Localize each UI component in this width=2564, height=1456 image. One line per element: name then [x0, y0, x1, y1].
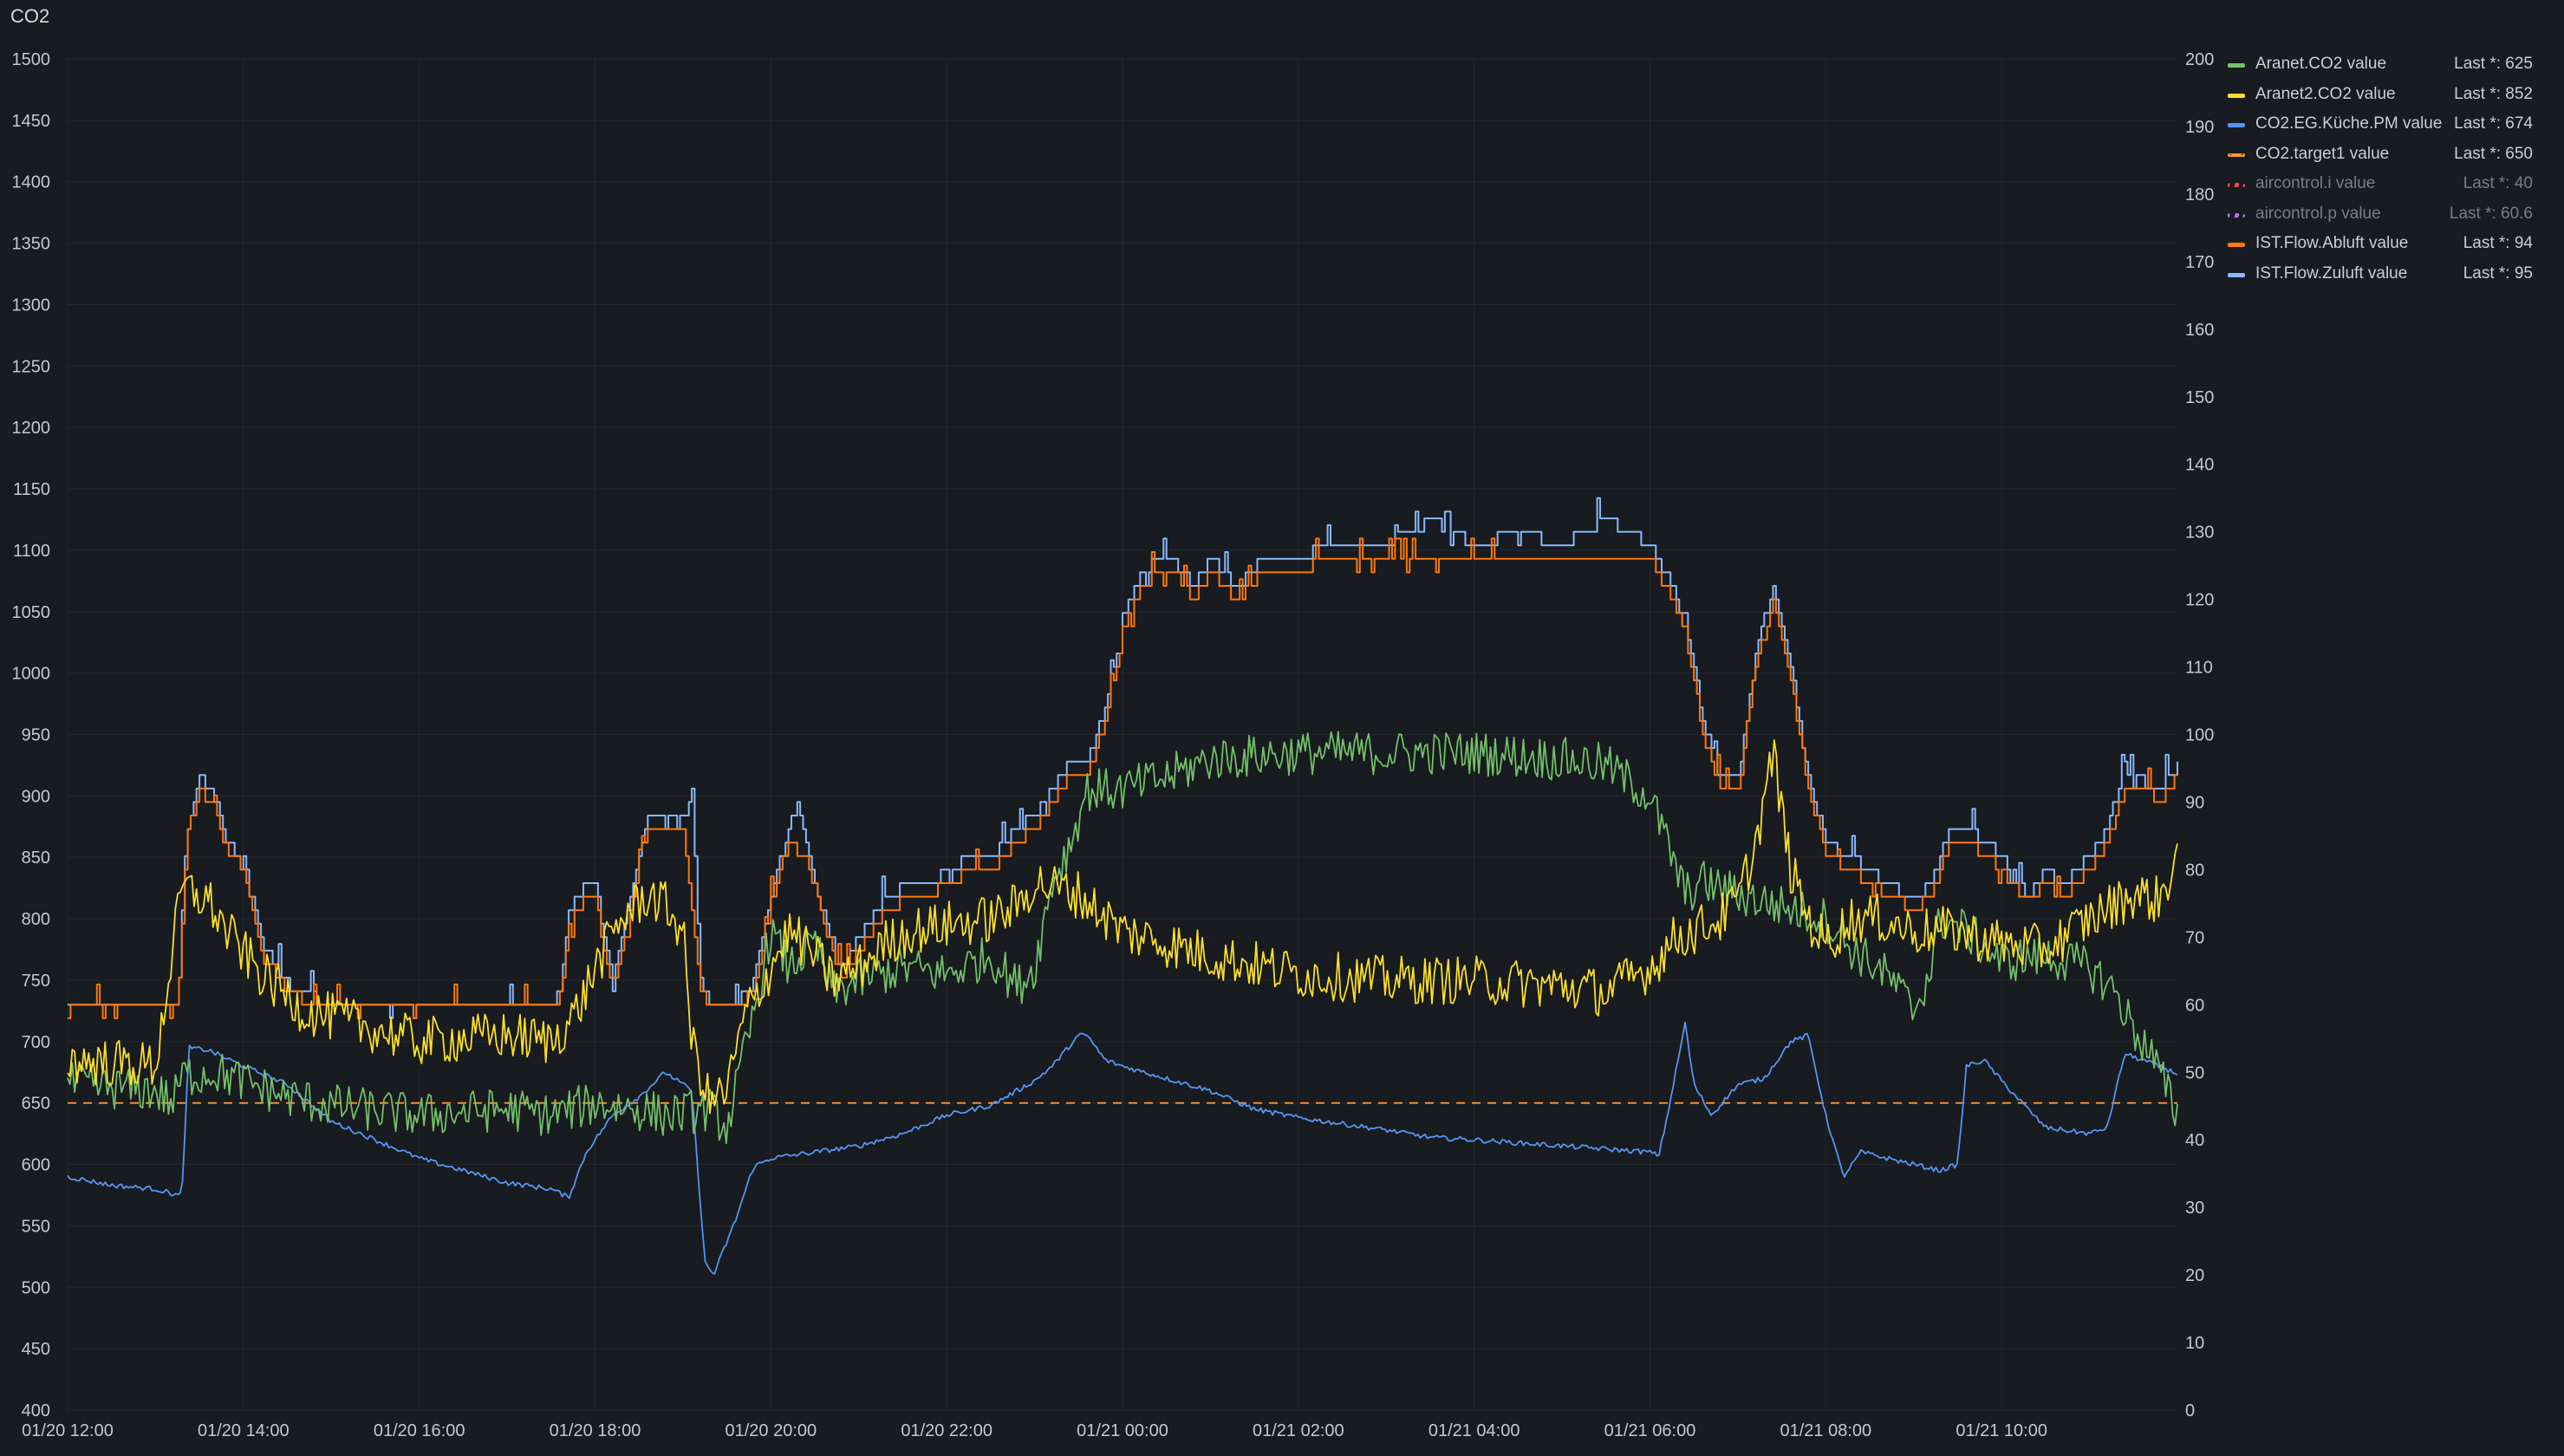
y-left-tick-label: 1050 — [12, 603, 51, 622]
legend-last-value: Last *: 625 — [2454, 55, 2533, 73]
y-left-tick-label: 1000 — [12, 665, 51, 684]
x-tick-label: 01/20 14:00 — [198, 1421, 290, 1440]
y-left-tick-label: 850 — [22, 848, 50, 868]
x-tick-label: 01/21 00:00 — [1077, 1421, 1168, 1440]
panel-title[interactable]: CO2 — [10, 5, 50, 27]
y-left-tick-label: 550 — [22, 1217, 50, 1236]
legend-swatch-icon — [2228, 212, 2245, 218]
legend-swatch-icon — [2228, 63, 2245, 68]
series-line-co2-eg-k-che-pm-value[interactable] — [67, 1021, 2178, 1275]
series-line-aranet2-co2-value[interactable] — [67, 739, 2178, 1115]
y-left-tick-label: 800 — [22, 910, 50, 929]
y-right-tick-label: 100 — [2185, 726, 2214, 745]
y-right-tick-label: 10 — [2185, 1334, 2204, 1353]
legend-swatch-icon — [2228, 123, 2245, 127]
y-left-tick-label: 1250 — [12, 357, 51, 376]
y-right-tick-label: 30 — [2185, 1199, 2204, 1218]
x-tick-label: 01/21 08:00 — [1780, 1421, 1872, 1440]
legend-last-value: Last *: 852 — [2454, 84, 2533, 103]
x-tick-label: 01/21 10:00 — [1956, 1421, 2047, 1440]
legend-series-name: aircontrol.i value — [2255, 174, 2376, 192]
legend-item[interactable]: IST.Flow.Zuluft value Last *: 95 — [2221, 262, 2533, 292]
series-lines — [67, 497, 2178, 1275]
y-left-tick-label: 1400 — [12, 173, 51, 192]
y-right-tick-label: 90 — [2185, 793, 2204, 812]
x-tick-label: 01/21 04:00 — [1428, 1421, 1520, 1440]
y-right-tick-label: 80 — [2185, 861, 2204, 880]
legend-last-value: Last *: 60.6 — [2449, 204, 2533, 223]
y-left-tick-label: 1450 — [12, 112, 51, 131]
y-left-tick-label: 1300 — [12, 296, 51, 315]
y-right-tick-label: 170 — [2185, 253, 2214, 272]
x-tick-label: 01/20 22:00 — [901, 1421, 992, 1440]
y-left-tick-label: 950 — [22, 726, 50, 745]
legend-item[interactable]: aircontrol.p value Last *: 60.6 — [2221, 202, 2533, 232]
legend-swatch-icon — [2228, 183, 2245, 187]
legend-swatch-icon — [2228, 153, 2245, 157]
y-right-tick-label: 140 — [2185, 456, 2214, 475]
y-left-tick-label: 400 — [22, 1401, 50, 1420]
y-left-tick-label: 750 — [22, 972, 50, 991]
y-left-tick-label: 500 — [22, 1278, 50, 1297]
legend-series-name: aircontrol.p value — [2255, 204, 2381, 223]
x-tick-label: 01/21 02:00 — [1253, 1421, 1344, 1440]
y-right-tick-label: 110 — [2185, 659, 2213, 678]
axes: 1500145014001350130012501200115011001050… — [12, 50, 2215, 1440]
x-tick-label: 01/21 06:00 — [1604, 1421, 1696, 1440]
legend-series-name: IST.Flow.Zuluft value — [2255, 263, 2408, 283]
legend-swatch-icon — [2228, 93, 2245, 98]
legend-item[interactable]: CO2.target1 value Last *: 650 — [2221, 142, 2533, 172]
legend-series-name: CO2.target1 value — [2255, 144, 2390, 163]
y-right-tick-label: 20 — [2185, 1266, 2204, 1285]
legend-series-name: IST.Flow.Abluft value — [2255, 234, 2409, 252]
legend-series-name: Aranet2.CO2 value — [2255, 84, 2396, 103]
series-line-aranet-co2-value[interactable] — [67, 731, 2178, 1144]
y-left-tick-label: 1350 — [12, 235, 51, 254]
legend-item[interactable]: IST.Flow.Abluft value Last *: 94 — [2221, 231, 2533, 262]
y-left-tick-label: 1150 — [13, 480, 50, 499]
legend-last-value: Last *: 650 — [2454, 144, 2533, 163]
legend-swatch-icon — [2228, 272, 2245, 277]
legend-last-value: Last *: 40 — [2463, 174, 2533, 192]
series-line-ist-flow-abluft-value[interactable] — [68, 537, 2177, 1019]
legend-last-value: Last *: 674 — [2454, 114, 2533, 133]
y-right-tick-label: 160 — [2185, 321, 2214, 340]
grid — [67, 58, 2177, 1411]
legend: Aranet.CO2 value Last *: 625 Aranet2.CO2 v… — [2221, 52, 2533, 291]
x-tick-label: 01/20 16:00 — [374, 1421, 465, 1440]
x-tick-label: 01/20 18:00 — [550, 1421, 641, 1440]
y-right-tick-label: 130 — [2185, 523, 2214, 543]
legend-item[interactable]: Aranet2.CO2 value Last *: 852 — [2221, 82, 2533, 113]
x-tick-label: 01/20 12:00 — [22, 1421, 114, 1440]
legend-item[interactable]: CO2.EG.Küche.PM value Last *: 674 — [2221, 112, 2533, 142]
y-right-tick-label: 70 — [2185, 928, 2204, 947]
y-right-tick-label: 120 — [2185, 591, 2214, 610]
legend-last-value: Last *: 94 — [2463, 234, 2533, 252]
legend-last-value: Last *: 95 — [2463, 263, 2533, 283]
y-right-tick-label: 200 — [2185, 50, 2214, 69]
y-left-tick-label: 1100 — [13, 542, 50, 561]
y-right-tick-label: 50 — [2185, 1063, 2204, 1082]
y-right-tick-label: 0 — [2185, 1401, 2195, 1420]
y-right-tick-label: 40 — [2185, 1131, 2204, 1150]
y-left-tick-label: 1200 — [12, 419, 51, 438]
legend-swatch-icon — [2228, 243, 2245, 247]
y-right-tick-label: 190 — [2185, 118, 2214, 137]
legend-item[interactable]: Aranet.CO2 value Last *: 625 — [2221, 52, 2533, 82]
y-left-tick-label: 450 — [22, 1340, 50, 1359]
y-left-tick-label: 900 — [22, 787, 50, 806]
y-right-tick-label: 60 — [2185, 996, 2204, 1015]
y-right-tick-label: 150 — [2185, 388, 2214, 407]
y-left-tick-label: 1500 — [12, 50, 51, 69]
y-right-tick-label: 180 — [2185, 185, 2214, 205]
y-left-tick-label: 700 — [22, 1033, 50, 1052]
y-left-tick-label: 600 — [22, 1156, 50, 1175]
x-tick-label: 01/20 20:00 — [726, 1421, 817, 1440]
legend-series-name: Aranet.CO2 value — [2255, 55, 2387, 73]
y-left-tick-label: 650 — [22, 1095, 50, 1114]
legend-item[interactable]: aircontrol.i value Last *: 40 — [2221, 172, 2533, 202]
legend-series-name: CO2.EG.Küche.PM value — [2255, 114, 2443, 133]
